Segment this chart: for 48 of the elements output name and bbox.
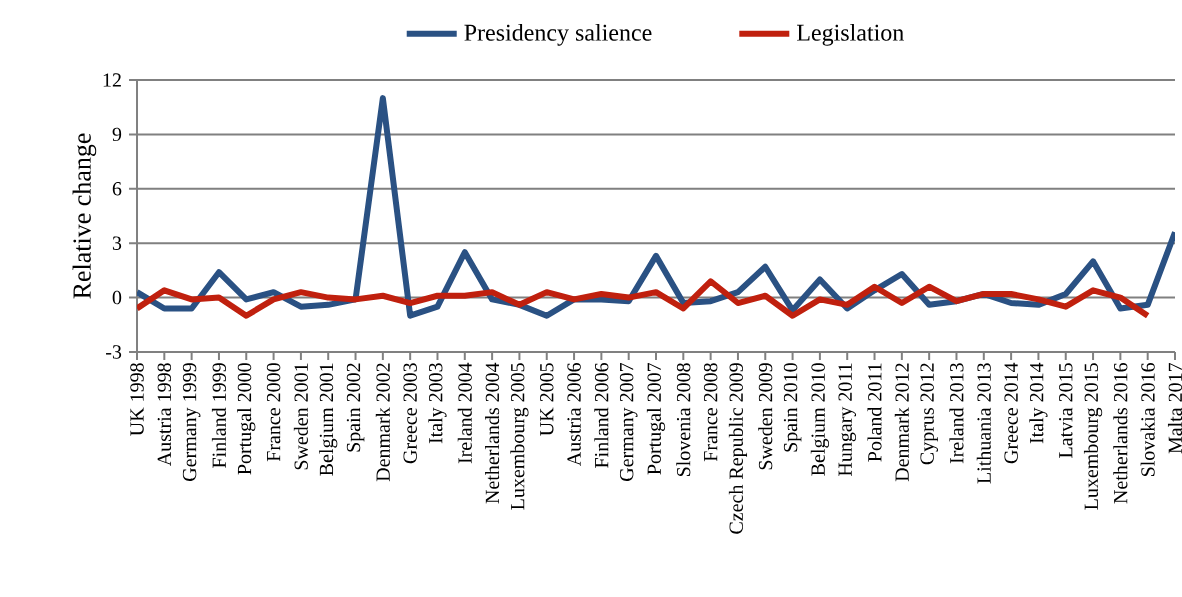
legend-label: Presidency salience xyxy=(464,23,652,46)
x-tick-label: Germany 2007 xyxy=(619,362,638,481)
y-tick-label: -3 xyxy=(106,345,122,359)
x-tick-label: Portugal 2007 xyxy=(646,362,666,475)
x-tick-label: UK 2005 xyxy=(540,363,554,436)
x-tick-label: Spain 2010 xyxy=(783,363,802,452)
x-tick-label: Netherlands 2016 xyxy=(1113,362,1128,504)
x-tick-label: Italy 2003 xyxy=(428,363,447,444)
x-tick-label: Cyprus 2012 xyxy=(920,363,938,465)
y-axis-title: Relative change xyxy=(72,133,97,299)
x-tick-label: Luxembourg 2005 xyxy=(510,363,529,510)
x-tick-label: Denmark 2012 xyxy=(894,363,909,482)
x-tick-label: Austria 1998 xyxy=(157,363,172,467)
x-tick-label: UK 1998 xyxy=(130,363,144,436)
x-tick-label: Germany 1999 xyxy=(182,363,201,481)
y-tick-label: 0 xyxy=(112,290,122,305)
x-tick-label: Slovakia 2016 xyxy=(1140,362,1155,477)
y-tick-label: 6 xyxy=(112,182,122,196)
y-tick-label: 12 xyxy=(103,73,121,87)
x-tick-label: Greece 2014 xyxy=(1004,362,1018,464)
x-tick-label: Lithuania 2013 xyxy=(976,363,991,484)
x-tick-label: France 2008 xyxy=(703,363,718,462)
x-tick-label: Spain 2002 xyxy=(346,363,365,452)
y-tick-label: 3 xyxy=(112,236,122,250)
x-tick-label: Finland 1999 xyxy=(211,363,226,468)
x-tick-label: Malta 2017 xyxy=(1167,362,1182,454)
x-tick-label: Sweden 2009 xyxy=(758,363,773,470)
x-tick-label: Ireland 2004 xyxy=(457,362,472,464)
y-tick-label: 9 xyxy=(112,127,122,142)
x-tick-label: Slovenia 2008 xyxy=(676,363,691,477)
x-tick-label: Latvia 2015 xyxy=(1059,363,1073,458)
x-tick-label: Greece 2003 xyxy=(403,363,417,464)
x-tick-label: Portugal 2000 xyxy=(237,363,256,475)
x-tick-label: Austria 2006 xyxy=(567,362,581,467)
x-tick-label: Denmark 2002 xyxy=(375,363,390,482)
x-tick-label: Belgium 2010 xyxy=(810,363,830,476)
x-tick-label: Ireland 2013 xyxy=(949,363,964,464)
x-tick-label: Hungary 2011 xyxy=(838,363,857,477)
x-tick-label: Belgium 2001 xyxy=(319,363,338,476)
x-tick-label: Italy 2014 xyxy=(1029,362,1048,444)
x-tick-label: Czech Republic 2009 xyxy=(728,363,748,534)
legend-label: Legislation xyxy=(797,23,904,46)
x-tick-label: Poland 2011 xyxy=(867,363,882,462)
x-tick-label: Luxembourg 2015 xyxy=(1083,363,1103,510)
x-tick-label: Netherlands 2004 xyxy=(485,362,500,504)
x-tick-label: France 2000 xyxy=(266,363,281,462)
x-tick-label: Finland 2006 xyxy=(594,362,609,468)
x-tick-label: Sweden 2001 xyxy=(293,363,308,470)
